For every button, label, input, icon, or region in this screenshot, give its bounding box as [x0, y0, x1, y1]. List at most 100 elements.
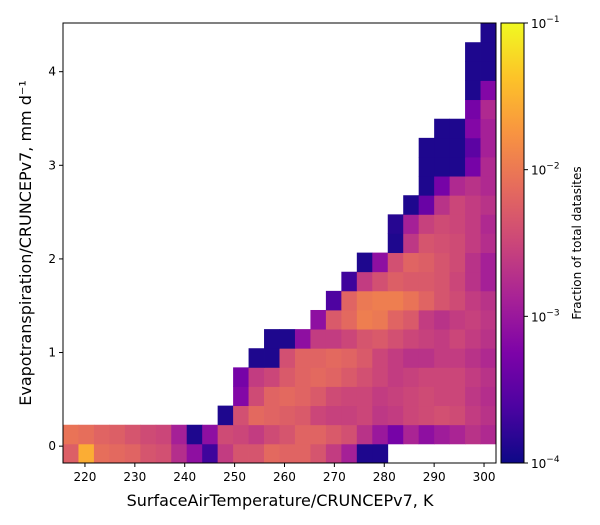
heatmap-cell: [140, 443, 157, 463]
heatmap-cell: [264, 329, 280, 349]
heatmap-cell: [233, 367, 249, 387]
heatmap-cell: [403, 348, 420, 368]
heatmap-cell: [356, 348, 373, 368]
heatmap-cell: [480, 156, 496, 177]
heatmap-cell: [449, 271, 466, 292]
heatmap-cell: [449, 118, 466, 139]
heatmap-cell: [387, 386, 404, 407]
heatmap-cell: [418, 309, 435, 330]
heatmap-cell: [217, 443, 234, 463]
heatmap-cell: [465, 42, 481, 62]
x-tick-label: 270: [323, 470, 346, 484]
heatmap-cell: [325, 424, 342, 445]
heatmap-cell: [418, 156, 435, 177]
heatmap-cell: [527, 119, 543, 139]
heatmap-cell: [480, 195, 496, 215]
heatmap-cell: [217, 405, 234, 426]
heatmap-cell: [527, 272, 543, 292]
heatmap-cell: [449, 176, 466, 196]
heatmap-cell: [264, 348, 280, 368]
heatmap-cell: [465, 156, 481, 177]
heatmap-cell: [527, 42, 543, 62]
heatmap-cell: [233, 443, 249, 463]
heatmap-cell: [264, 424, 280, 445]
heatmap-cell: [341, 329, 358, 349]
y-axis-ticks: 0 1 2 3 4: [48, 65, 63, 453]
heatmap-cell: [387, 367, 404, 387]
heatmap-cell: [480, 23, 496, 43]
heatmap-cell: [233, 405, 249, 426]
heatmap-cell: [480, 386, 496, 407]
heatmap-cell: [480, 271, 496, 292]
heatmap-cell: [480, 329, 496, 349]
heatmap-cell: [465, 137, 481, 158]
heatmap-cell: [480, 405, 496, 426]
y-tick-label: 1: [48, 346, 56, 360]
heatmap-cell: [449, 137, 466, 158]
heatmap-cell: [372, 443, 389, 463]
heatmap-cell: [434, 367, 450, 387]
heatmap-cell: [279, 367, 296, 387]
heatmap-cell: [434, 214, 450, 234]
heatmap-cell: [310, 386, 327, 407]
heatmap-cell: [356, 252, 373, 273]
heatmap-cell: [356, 329, 373, 349]
heatmap-cell: [449, 252, 466, 273]
plot-frame: [62, 22, 497, 464]
heatmap-cell: [480, 176, 496, 196]
heatmap-cell: [418, 424, 435, 445]
heatmap-cell: [233, 386, 249, 407]
heatmap-cell: [449, 424, 466, 445]
heatmap-cell: [387, 214, 404, 234]
heatmap-cell: [325, 309, 342, 330]
heatmap-cell: [465, 290, 481, 311]
heatmap-cell: [434, 424, 450, 445]
heatmap-cell: [418, 367, 435, 387]
heatmap-cell: [527, 233, 543, 253]
heatmap-cell: [372, 309, 389, 330]
heatmap-cell: [341, 443, 358, 463]
heatmap-cell: [310, 329, 327, 349]
heatmap-cell: [418, 348, 435, 368]
heatmap-cell: [294, 348, 311, 368]
heatmap-cell: [434, 309, 450, 330]
heatmap-cell: [480, 290, 496, 311]
heatmap-cell: [93, 424, 110, 445]
heatmap-cell: [279, 443, 296, 463]
heatmap-cell: [387, 309, 404, 330]
heatmap-cell: [264, 386, 280, 407]
heatmap-cell: [418, 329, 435, 349]
heatmap-cell: [527, 176, 543, 196]
heatmap-cell: [341, 424, 358, 445]
heatmap-cell: [527, 406, 543, 426]
heatmap-cell: [480, 42, 496, 62]
heatmap-cell: [387, 424, 404, 445]
heatmap-cell: [465, 176, 481, 196]
colorbar-tick-label: 10−3: [531, 308, 560, 324]
heatmap-cell: [434, 195, 450, 215]
heatmap-cell: [341, 405, 358, 426]
heatmap-cell: [418, 386, 435, 407]
heatmap-cell: [434, 329, 450, 349]
heatmap-cell: [356, 290, 373, 311]
heatmap-cell: [341, 309, 358, 330]
heatmap-cell: [465, 252, 481, 273]
heatmap-cell: [449, 195, 466, 215]
heatmap-cell: [264, 405, 280, 426]
heatmap-cell: [279, 386, 296, 407]
x-tick-label: 300: [473, 470, 496, 484]
heatmap-cell: [465, 271, 481, 292]
heatmap-cell: [465, 386, 481, 407]
heatmap-cell: [480, 61, 496, 81]
heatmap-cell: [527, 425, 543, 445]
heatmap-cell: [403, 290, 420, 311]
heatmap-cell: [434, 386, 450, 407]
heatmap-cell: [387, 290, 404, 311]
heatmap-cell: [480, 309, 496, 330]
heatmap-cell: [465, 214, 481, 234]
heatmap-cell: [248, 386, 265, 407]
heatmap-cell: [527, 253, 543, 273]
heatmap-cell: [403, 233, 420, 254]
heatmap-cell: [418, 195, 435, 215]
heatmap-cell: [480, 367, 496, 387]
